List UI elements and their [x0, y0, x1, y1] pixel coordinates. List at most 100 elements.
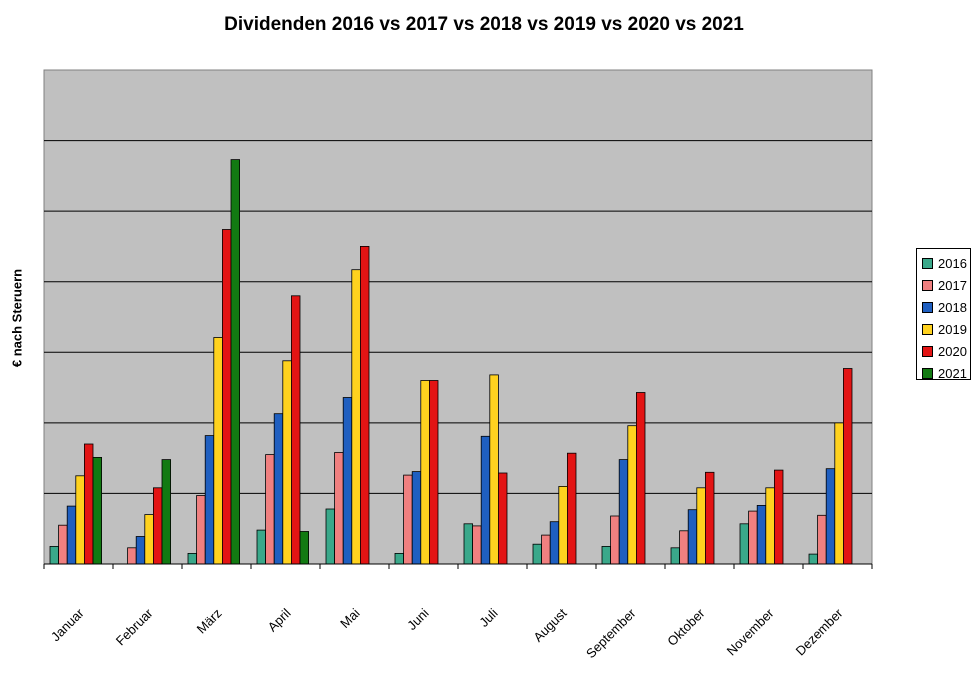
legend: 2016 2017 2018 2019 2020 2021 — [916, 248, 971, 381]
legend-label-2019: 2019 — [938, 321, 967, 337]
bar-2016-August — [532, 543, 543, 565]
bar-2017-März — [196, 495, 206, 565]
bar-2021-Januar — [92, 456, 103, 565]
bar-2018-Juli — [480, 435, 491, 565]
x-ticks — [43, 564, 873, 569]
bar-2017-August — [541, 534, 551, 565]
gridlines — [44, 140, 872, 494]
bar-2016-November — [739, 523, 750, 565]
legend-swatch-2019 — [922, 323, 933, 335]
plot-area — [43, 69, 873, 565]
bar-2021-Februar — [161, 459, 172, 565]
legend-swatch-2021 — [922, 367, 933, 379]
bar-2018-Dezember — [825, 468, 836, 565]
bar-2019-März — [213, 337, 223, 565]
bar-2020-November — [774, 469, 784, 565]
bar-2019-April — [282, 360, 292, 565]
x-tick-label-Dezember: Dezember — [793, 605, 846, 658]
bar-2020-Januar — [84, 443, 94, 565]
x-tick-label-Juli: Juli — [476, 605, 500, 629]
bar-2018-Juni — [411, 471, 422, 565]
bar-2017-Mai — [334, 452, 344, 565]
x-tick-label-Oktober: Oktober — [664, 605, 708, 649]
legend-label-2018: 2018 — [938, 299, 967, 315]
bar-2016-Mai — [325, 508, 336, 565]
bar-2016-Juli — [463, 523, 474, 565]
legend-item-2019: 2019 — [917, 318, 970, 340]
bar-2017-September — [610, 515, 620, 565]
x-tick-label-November: November — [724, 605, 777, 658]
bar-2019-August — [558, 485, 568, 565]
bar-2020-März — [221, 229, 232, 565]
legend-label-2020: 2020 — [938, 343, 967, 359]
bar-2016-Juni — [394, 553, 405, 565]
bar-2020-Februar — [152, 487, 163, 565]
bar-2017-Juli — [472, 525, 482, 565]
legend-item-2020: 2020 — [917, 340, 970, 362]
bar-2016-April — [256, 529, 267, 565]
legend-label-2021: 2021 — [938, 365, 967, 381]
bar-2019-November — [765, 487, 775, 565]
bar-2016-Dezember — [808, 553, 819, 565]
legend-swatch-2020 — [922, 345, 933, 357]
bar-2018-September — [618, 459, 629, 565]
bars — [49, 159, 853, 565]
bar-2017-April — [265, 454, 275, 565]
bar-2020-Dezember — [843, 368, 853, 565]
bar-2017-November — [748, 510, 758, 565]
bar-2017-Oktober — [679, 530, 689, 565]
legend-item-2021: 2021 — [917, 362, 970, 384]
legend-item-2018: 2018 — [917, 296, 970, 318]
bar-2021-März — [230, 159, 241, 565]
legend-swatch-2018 — [922, 301, 933, 313]
bar-2019-Juni — [420, 380, 430, 565]
bar-2020-Oktober — [705, 471, 715, 565]
bar-2018-Mai — [342, 397, 353, 565]
x-tick-label-August: August — [530, 605, 569, 644]
bar-2019-Dezember — [834, 422, 844, 565]
x-tick-labels: Januar Februar März April Mai Juni Juli August S… — [48, 605, 846, 661]
bar-2018-Januar — [66, 505, 77, 565]
legend-item-2016: 2016 — [917, 252, 970, 274]
x-tick-label-April: April — [265, 605, 294, 634]
bar-2016-März — [187, 553, 198, 565]
bar-2017-Februar — [127, 547, 137, 565]
bar-2018-November — [756, 504, 767, 565]
bar-2016-Januar — [49, 546, 60, 565]
bar-2020-September — [636, 392, 646, 565]
x-tick-label-September: September — [583, 605, 639, 661]
bar-2016-September — [601, 546, 612, 565]
bar-2016-Oktober — [670, 547, 681, 565]
x-tick-label-Februar: Februar — [113, 605, 156, 648]
bar-2017-Dezember — [817, 514, 827, 565]
bar-2018-Februar — [135, 536, 146, 565]
bar-2017-Januar — [58, 524, 68, 565]
bar-2019-Oktober — [696, 487, 706, 565]
bar-2018-März — [204, 435, 215, 565]
legend-label-2016: 2016 — [938, 255, 967, 271]
bar-2020-Juni — [428, 380, 439, 565]
x-tick-label-März: März — [194, 606, 225, 637]
bar-2018-August — [549, 521, 560, 565]
x-tick-label-Juni: Juni — [404, 605, 432, 633]
bar-2019-Januar — [75, 475, 85, 565]
bar-2019-Februar — [144, 514, 154, 565]
legend-item-2017: 2017 — [917, 274, 970, 296]
bar-2018-Oktober — [687, 509, 698, 565]
legend-label-2017: 2017 — [938, 277, 967, 293]
bar-2020-Juli — [497, 472, 508, 565]
chart-title: Dividenden 2016 vs 2017 vs 2018 vs 2019 … — [224, 14, 744, 35]
bar-2018-April — [273, 413, 284, 565]
x-tick-label-Januar: Januar — [48, 605, 87, 644]
bar-2019-Mai — [351, 269, 361, 565]
bar-2021-April — [299, 531, 310, 565]
bar-2019-Juli — [489, 374, 499, 565]
bar-2019-September — [627, 425, 637, 565]
bar-2020-Mai — [359, 245, 370, 565]
legend-swatch-2017 — [922, 279, 933, 291]
bar-2017-Juni — [403, 474, 413, 565]
bar-2020-April — [290, 295, 301, 565]
legend-swatch-2016 — [922, 257, 933, 269]
x-tick-label-Mai: Mai — [337, 605, 362, 630]
